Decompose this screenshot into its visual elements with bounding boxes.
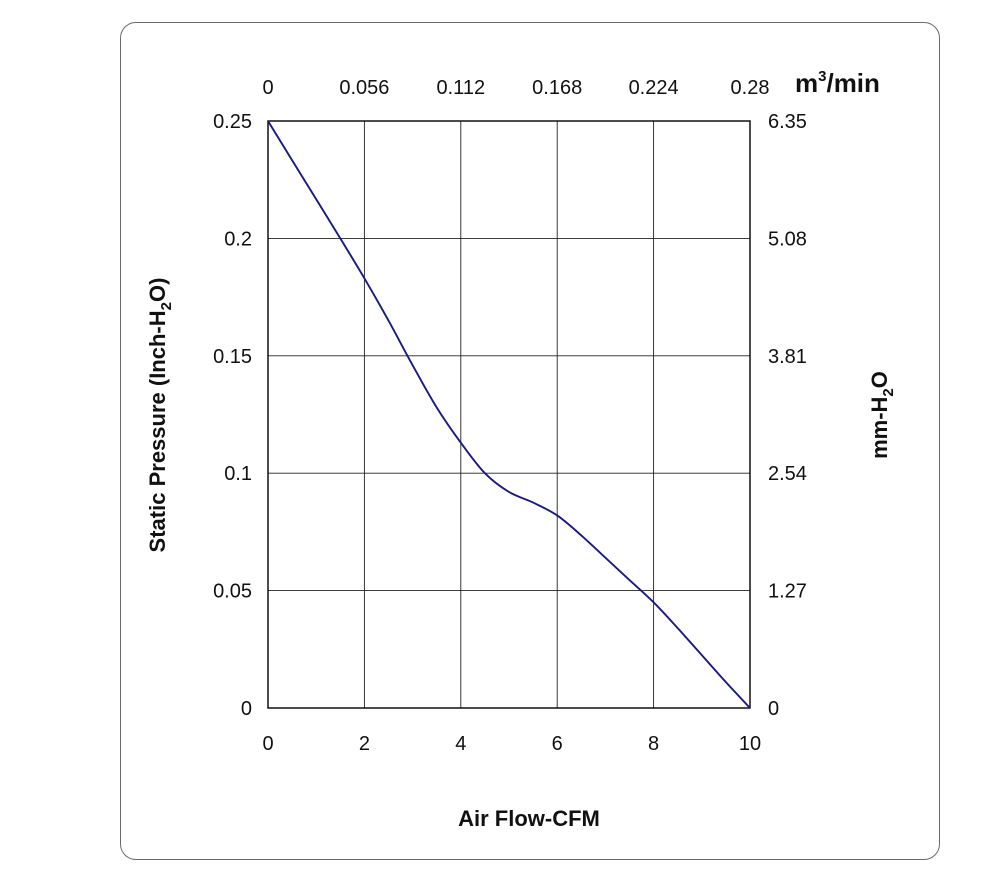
y-tick-label: 0.15 [213, 346, 252, 368]
plot-border [267, 120, 751, 709]
x2-tick-label: 0 [262, 77, 273, 99]
y2-axis-title: mm-H2O [867, 371, 897, 459]
y2-tick-label: 2.54 [768, 463, 807, 485]
x2-tick-label: 0.224 [629, 77, 679, 99]
y-tick-label: 0 [241, 698, 252, 720]
y2-tick-label: 3.81 [768, 346, 807, 368]
y2-tick-label: 6.35 [768, 111, 807, 133]
y-axis-title: Static Pressure (Inch-H2O) [145, 278, 175, 553]
x2-tick-label: 0.112 [437, 77, 486, 99]
pq-curve-line [267, 120, 751, 709]
y-tick-label: 0.25 [213, 111, 252, 133]
series-layer [267, 120, 751, 709]
chart-frame [120, 22, 940, 860]
x-tick-label: 2 [359, 733, 370, 755]
y-tick-label: 0.1 [224, 463, 252, 485]
x2-axis-title: m3/min [795, 68, 880, 98]
grid-layer [268, 121, 750, 708]
x-axis-title: Air Flow-CFM [458, 806, 600, 831]
y-tick-label: 0.2 [224, 228, 252, 250]
tick-layer: 0 2 4 6 8 10 0 0.056 0.112 0.168 0.224 0.28 0 0.05 0.1… [213, 77, 807, 755]
x2-tick-label: 0.28 [731, 77, 770, 99]
x-tick-label: 0 [262, 733, 273, 755]
x-tick-label: 10 [739, 733, 761, 755]
y2-tick-label: 0 [768, 698, 779, 720]
y2-tick-label: 5.08 [768, 228, 807, 250]
x-tick-label: 4 [455, 733, 466, 755]
x-tick-label: 6 [552, 733, 563, 755]
y-tick-label: 0.05 [213, 581, 252, 603]
x2-tick-label: 0.056 [339, 77, 389, 99]
x-tick-label: 8 [648, 733, 659, 755]
y2-tick-label: 1.27 [768, 581, 807, 603]
x2-tick-label: 0.168 [532, 77, 582, 99]
